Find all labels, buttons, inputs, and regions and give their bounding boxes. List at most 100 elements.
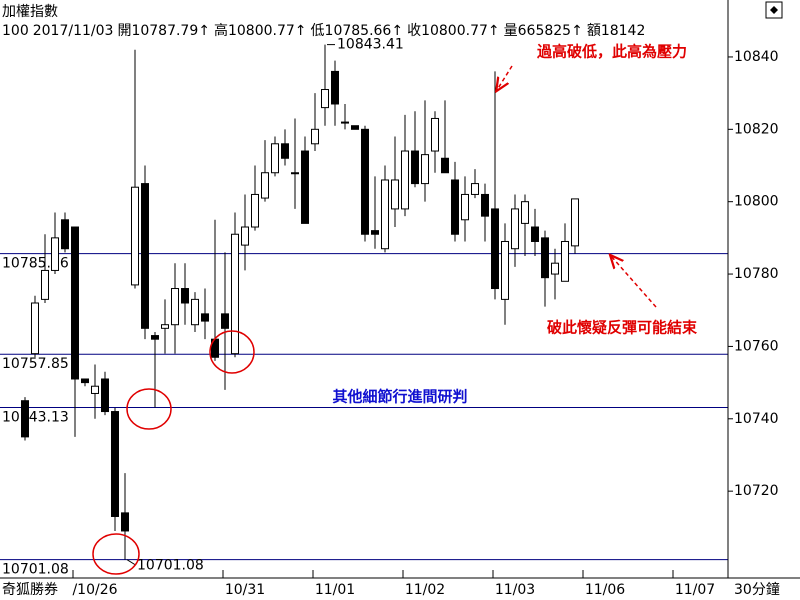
extreme-pointer <box>126 559 136 566</box>
candle-body <box>361 128 369 235</box>
candle-body <box>501 240 509 300</box>
candle-body <box>61 219 69 250</box>
candle-body <box>391 179 399 210</box>
quote-line: 100 2017/11/03 開10787.79↑ 高10800.77↑ 低10785.… <box>2 22 645 39</box>
annotation: 其他細節行進間研判 <box>332 388 467 406</box>
quote-value: 18142 <box>601 23 646 39</box>
y-tick-label: 10760 <box>734 338 779 354</box>
candle-body <box>221 313 229 329</box>
annotation-arrow <box>611 256 657 308</box>
x-tick-label: 11/07 <box>675 582 715 598</box>
candle-body <box>131 186 139 286</box>
quote-value: 10787.79 <box>131 23 198 39</box>
x-tick-label: 11/03 <box>495 582 535 598</box>
highlight-circle <box>92 533 140 575</box>
candle-body <box>571 198 579 247</box>
candle-body <box>161 324 169 329</box>
candle-body <box>351 125 359 130</box>
brand: 奇狐勝券 <box>2 581 58 598</box>
quote-separator: ↑ <box>391 23 403 39</box>
candle-body <box>491 208 499 290</box>
x-tick-label: 11/01 <box>315 582 355 598</box>
quote-label: 收 <box>407 23 421 39</box>
candle-body <box>551 262 559 275</box>
candle-body <box>121 512 129 532</box>
candle-body <box>141 183 149 329</box>
quote-value: 665825 <box>518 23 571 39</box>
high-label: 10843.41 <box>337 37 404 53</box>
icon-diamond <box>770 6 778 14</box>
candle-body <box>21 400 29 438</box>
candle-body <box>151 335 159 340</box>
quote-code: 100 <box>2 23 29 39</box>
candle-body <box>241 226 249 246</box>
x-tick-label: /10/26 <box>72 582 117 598</box>
candle-body <box>91 385 99 394</box>
y-tick-label: 10820 <box>734 121 779 137</box>
candle-body <box>381 179 389 250</box>
x-tick-label: 10/31 <box>225 582 265 598</box>
annotation: 過高破低，此高為壓力 <box>536 43 687 61</box>
quote-label: 開 <box>117 23 131 39</box>
quote-date: 2017/11/03 <box>33 23 114 39</box>
period-label: 30分鐘 <box>734 581 780 598</box>
reference-label: 10743.13 <box>2 409 69 425</box>
candle-body <box>541 237 549 279</box>
candle-body <box>411 150 419 185</box>
plot-area: 1072010740107601078010800108201084010785… <box>0 37 779 598</box>
candle-body <box>531 226 539 242</box>
quote-separator: ↑ <box>198 23 210 39</box>
candle-body <box>331 70 339 105</box>
candle-body <box>371 230 379 235</box>
candle-body <box>51 237 59 271</box>
candle-body <box>181 288 189 304</box>
candle-body <box>521 201 529 224</box>
candle-body <box>461 193 469 221</box>
candle-body <box>321 89 329 109</box>
quote-separator: ↑ <box>295 23 307 39</box>
candle-body <box>481 193 489 217</box>
low-label: 10701.08 <box>137 558 204 574</box>
candle-body <box>281 143 289 159</box>
candle-body <box>291 172 299 175</box>
candle-body <box>401 150 409 210</box>
candle-body <box>471 183 479 195</box>
candle-body <box>101 378 109 413</box>
candle-body <box>231 233 239 355</box>
y-tick-label: 10800 <box>734 194 779 210</box>
quote-label: 量 <box>504 23 518 39</box>
y-tick-label: 10840 <box>734 49 779 65</box>
candle-body <box>201 313 209 322</box>
candle-body <box>111 411 119 517</box>
quote-label: 額 <box>587 23 601 39</box>
candle-body <box>441 157 449 174</box>
annotation: 破此懷疑反彈可能結束 <box>547 319 698 337</box>
candle-body <box>431 117 439 152</box>
candle-body <box>261 172 269 199</box>
candle-body <box>81 378 89 384</box>
highlight-circle <box>126 388 172 430</box>
candle-body <box>271 143 279 174</box>
y-tick-label: 10720 <box>734 483 779 499</box>
y-tick-label: 10740 <box>734 411 779 427</box>
quote-label: 高 <box>214 22 228 39</box>
candle-body <box>171 288 179 326</box>
quote-value: 10800.77 <box>228 23 295 39</box>
candle-body <box>31 302 39 355</box>
y-tick-label: 10780 <box>734 266 779 282</box>
quote-label: 低 <box>311 23 325 39</box>
annotation-arrow <box>497 65 513 90</box>
candle-body <box>421 154 429 185</box>
candle-body <box>311 128 319 145</box>
candle-body <box>341 121 349 124</box>
candle-body <box>561 240 569 282</box>
reference-label: 10701.08 <box>2 562 69 578</box>
quote-separator: ↑ <box>571 23 583 39</box>
candle-body <box>511 208 519 250</box>
quote-value: 10800.77 <box>421 23 488 39</box>
header-title: 加權指數 <box>2 4 58 20</box>
candle-body <box>191 298 199 326</box>
quote-value: 10785.66 <box>325 23 392 39</box>
